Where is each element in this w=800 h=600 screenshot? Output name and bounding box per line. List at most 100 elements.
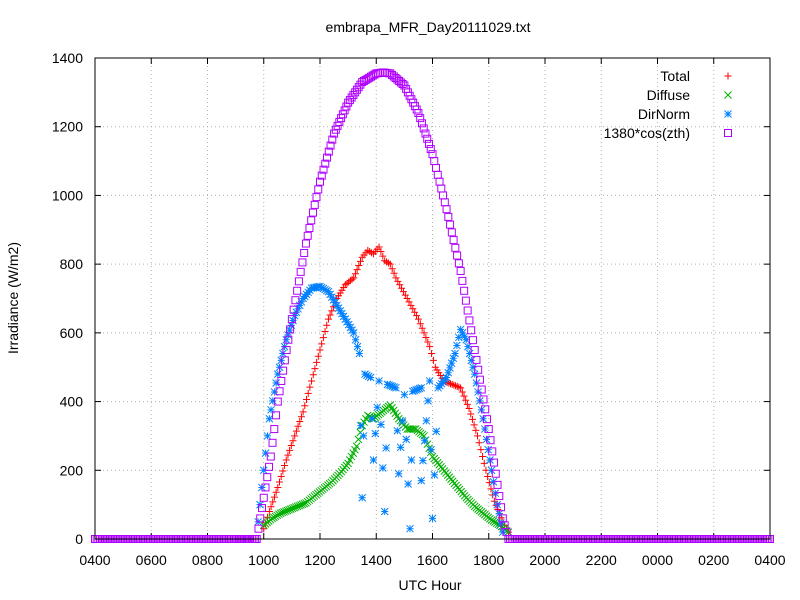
data-point bbox=[444, 212, 453, 221]
data-point bbox=[265, 462, 274, 471]
data-point bbox=[353, 342, 362, 351]
data-point bbox=[432, 427, 441, 436]
data-point bbox=[451, 349, 459, 358]
data-point bbox=[277, 376, 286, 385]
data-point bbox=[408, 425, 417, 433]
data-point bbox=[357, 257, 364, 265]
data-point bbox=[423, 134, 432, 143]
data-point bbox=[267, 405, 275, 414]
data-point bbox=[479, 395, 488, 404]
data-point bbox=[440, 198, 449, 207]
data-point bbox=[452, 382, 460, 390]
data-point bbox=[444, 368, 453, 377]
data-point bbox=[273, 370, 282, 378]
data-point bbox=[266, 452, 275, 461]
data-point bbox=[416, 114, 425, 123]
data-point bbox=[312, 193, 321, 202]
data-point bbox=[276, 478, 283, 486]
data-point bbox=[294, 277, 303, 286]
y-tick-label: 800 bbox=[60, 256, 84, 272]
data-point bbox=[479, 453, 487, 461]
data-point bbox=[259, 466, 268, 475]
data-point bbox=[418, 324, 426, 332]
data-point bbox=[294, 304, 302, 313]
data-point bbox=[447, 228, 456, 237]
data-point bbox=[451, 243, 460, 252]
data-point bbox=[486, 456, 494, 464]
data-point bbox=[383, 380, 392, 389]
data-point bbox=[319, 165, 328, 174]
data-point bbox=[724, 72, 732, 80]
data-point bbox=[489, 477, 498, 486]
x-tick-label: 0400 bbox=[754, 552, 785, 568]
data-point bbox=[425, 377, 434, 385]
data-point bbox=[380, 507, 389, 516]
data-point bbox=[295, 301, 304, 310]
data-point bbox=[421, 129, 430, 138]
x-tick-label: 0200 bbox=[698, 552, 729, 568]
data-point bbox=[415, 384, 424, 393]
data-point bbox=[456, 325, 465, 334]
data-point bbox=[308, 208, 317, 217]
data-point bbox=[303, 231, 312, 240]
data-point bbox=[453, 341, 461, 350]
data-point bbox=[458, 388, 466, 396]
data-point bbox=[487, 485, 495, 493]
data-point bbox=[426, 343, 434, 351]
data-point bbox=[307, 216, 316, 225]
data-point bbox=[411, 308, 419, 316]
data-point bbox=[308, 377, 316, 385]
data-point bbox=[375, 377, 383, 385]
data-point bbox=[292, 427, 300, 435]
data-point bbox=[453, 251, 462, 260]
data-point bbox=[282, 335, 291, 344]
data-point bbox=[475, 375, 484, 384]
y-tick-label: 200 bbox=[60, 462, 84, 478]
data-point bbox=[465, 349, 474, 358]
data-point bbox=[280, 356, 289, 365]
data-point bbox=[429, 356, 437, 364]
data-point bbox=[324, 287, 333, 296]
x-axis-label: UTC Hour bbox=[398, 577, 461, 593]
data-point bbox=[292, 308, 301, 317]
data-point bbox=[402, 435, 411, 444]
data-point bbox=[287, 321, 296, 330]
data-point bbox=[455, 383, 463, 391]
data-point bbox=[265, 508, 273, 516]
data-point bbox=[405, 298, 413, 306]
data-point bbox=[273, 397, 282, 406]
data-point bbox=[724, 110, 732, 118]
data-point bbox=[361, 370, 369, 378]
data-point bbox=[324, 315, 332, 323]
data-point bbox=[388, 382, 397, 391]
data-point bbox=[386, 260, 394, 268]
data-point bbox=[275, 387, 284, 396]
data-point bbox=[272, 411, 281, 420]
data-point bbox=[417, 383, 426, 392]
data-point bbox=[446, 364, 454, 372]
x-tick-label: 1200 bbox=[304, 552, 335, 568]
data-point bbox=[326, 141, 335, 150]
data-point bbox=[388, 265, 396, 273]
x-tick-label: 2000 bbox=[529, 552, 560, 568]
data-point bbox=[329, 296, 338, 304]
data-point bbox=[432, 163, 441, 172]
plot-frame bbox=[94, 57, 771, 540]
data-point bbox=[424, 139, 433, 148]
data-point bbox=[493, 480, 502, 489]
y-tick-label: 1000 bbox=[52, 187, 83, 203]
data-point bbox=[291, 432, 299, 440]
data-point bbox=[355, 349, 364, 358]
data-point bbox=[305, 224, 314, 233]
data-point bbox=[456, 267, 465, 276]
data-point bbox=[327, 293, 336, 301]
data-point bbox=[373, 403, 382, 412]
series-dirnorm bbox=[254, 282, 507, 536]
data-point bbox=[377, 420, 385, 429]
data-point bbox=[351, 270, 359, 278]
data-point bbox=[316, 346, 324, 354]
data-point bbox=[487, 466, 496, 475]
data-point bbox=[407, 456, 416, 464]
data-point bbox=[265, 414, 274, 423]
data-point bbox=[282, 456, 290, 464]
